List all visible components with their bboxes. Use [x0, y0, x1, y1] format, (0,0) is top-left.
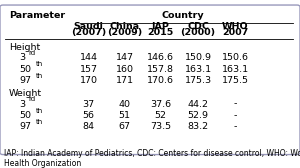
Text: -: -	[234, 111, 237, 120]
Text: Weight: Weight	[9, 89, 42, 98]
Text: 3: 3	[20, 100, 26, 109]
Text: 150.9: 150.9	[184, 53, 212, 62]
Text: th: th	[36, 108, 43, 114]
Text: 163.1: 163.1	[222, 65, 249, 74]
Text: 50: 50	[20, 65, 32, 74]
Text: IAP: Indian Academy of Pediatrics, CDC: Centers for disease control, WHO: World
: IAP: Indian Academy of Pediatrics, CDC: …	[4, 149, 300, 168]
Text: 37.6: 37.6	[150, 100, 171, 109]
Text: -: -	[234, 100, 237, 109]
Text: 97: 97	[20, 122, 32, 131]
Text: 52: 52	[154, 111, 166, 120]
Text: 56: 56	[82, 111, 94, 120]
Text: rd: rd	[28, 96, 35, 102]
Text: 44.2: 44.2	[188, 100, 208, 109]
Text: 73.5: 73.5	[150, 122, 171, 131]
Text: 51: 51	[118, 111, 130, 120]
Text: 97: 97	[20, 76, 32, 85]
Text: Saudi: Saudi	[74, 22, 104, 31]
Text: 171: 171	[116, 76, 134, 85]
Text: 52.9: 52.9	[188, 111, 208, 120]
Text: 160: 160	[116, 65, 134, 74]
Text: 163.1: 163.1	[184, 65, 212, 74]
Text: Parameter: Parameter	[9, 11, 65, 20]
Text: WHO: WHO	[222, 22, 249, 31]
Text: (2009): (2009)	[107, 28, 142, 37]
Text: 40: 40	[118, 100, 130, 109]
Text: 147: 147	[116, 53, 134, 62]
Text: 175.3: 175.3	[184, 76, 212, 85]
Text: 2015: 2015	[147, 28, 174, 37]
Text: China: China	[110, 22, 140, 31]
Text: CDC: CDC	[187, 22, 209, 31]
Text: 2007: 2007	[222, 28, 249, 37]
FancyBboxPatch shape	[0, 5, 300, 155]
Text: 175.5: 175.5	[222, 76, 249, 85]
Text: 50: 50	[20, 111, 32, 120]
Text: 170: 170	[80, 76, 98, 85]
Text: 37: 37	[82, 100, 94, 109]
Text: IAP: IAP	[152, 22, 169, 31]
Text: 84: 84	[82, 122, 94, 131]
Text: 3: 3	[20, 53, 26, 62]
Text: (2000): (2000)	[180, 28, 216, 37]
Text: th: th	[36, 61, 43, 67]
Text: -: -	[234, 122, 237, 131]
Text: Height: Height	[9, 43, 40, 52]
Text: 146.6: 146.6	[147, 53, 174, 62]
Text: rd: rd	[28, 50, 35, 56]
Text: 157: 157	[80, 65, 98, 74]
Text: 170.6: 170.6	[147, 76, 174, 85]
Text: 157.8: 157.8	[147, 65, 174, 74]
Text: 83.2: 83.2	[188, 122, 208, 131]
Text: Country: Country	[162, 11, 204, 20]
Text: 67: 67	[118, 122, 130, 131]
Text: th: th	[36, 73, 43, 79]
Text: (2007): (2007)	[71, 28, 106, 37]
Text: 150.6: 150.6	[222, 53, 249, 62]
Text: th: th	[36, 119, 43, 125]
Text: 144: 144	[80, 53, 98, 62]
